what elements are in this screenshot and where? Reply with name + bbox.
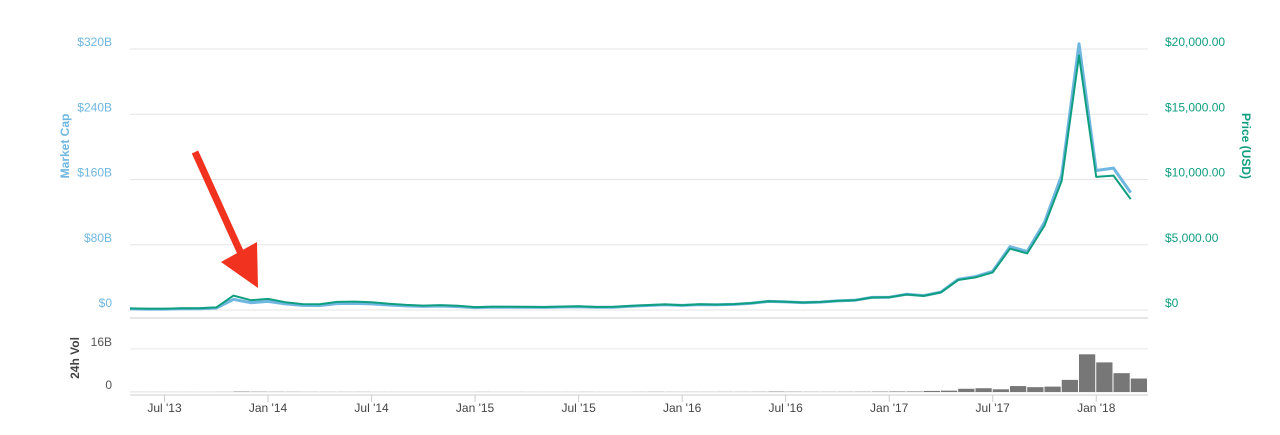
volume-bar xyxy=(940,390,958,392)
y2-tick-label: $15,000.00 xyxy=(1165,100,1225,114)
y-tick-label: $80B xyxy=(84,231,112,245)
y2-tick-label: $5,000.00 xyxy=(1165,231,1219,245)
volume-bar xyxy=(1009,386,1027,392)
arrow-shaft xyxy=(191,150,247,260)
x-tick-label: Jan '15 xyxy=(456,401,495,415)
x-tick-label: Jul '13 xyxy=(147,401,182,415)
y2-axis-title: Price (USD) xyxy=(1239,113,1253,179)
volume-bar xyxy=(906,391,923,392)
series-line xyxy=(129,54,1132,310)
panel-background xyxy=(130,322,1148,392)
y-axis-title: 24h Vol xyxy=(68,337,82,379)
volume-bar xyxy=(1130,378,1147,392)
volume-bar xyxy=(1096,362,1113,392)
volume-bar xyxy=(975,388,992,392)
y-tick-label: $320B xyxy=(77,35,112,49)
y2-tick-label: $10,000.00 xyxy=(1165,166,1225,180)
x-tick-label: Jan '18 xyxy=(1077,401,1116,415)
volume-bar xyxy=(1061,379,1078,392)
volume-bar xyxy=(1113,373,1130,392)
x-tick-label: Jul '14 xyxy=(354,401,389,415)
x-tick-label: Jul '16 xyxy=(769,401,804,415)
x-tick-label: Jul '17 xyxy=(976,401,1011,415)
x-tick-label: Jan '17 xyxy=(870,401,909,415)
y2-tick-label: $0 xyxy=(1165,296,1179,310)
volume-bar xyxy=(889,391,906,392)
y-tick-label: $160B xyxy=(77,166,112,180)
x-tick-label: Jul '15 xyxy=(561,401,596,415)
x-tick-label: Jan '14 xyxy=(249,401,288,415)
volume-bar xyxy=(923,390,940,392)
arrow-head xyxy=(221,242,258,288)
y2-tick-label: $20,000.00 xyxy=(1165,35,1225,49)
y-tick-label: $240B xyxy=(77,100,112,114)
volume-bar xyxy=(992,389,1009,392)
volume-bar xyxy=(1078,354,1096,392)
volume-bar xyxy=(1044,386,1061,392)
x-tick-label: Jan '16 xyxy=(663,401,702,415)
volume-bar xyxy=(1027,387,1044,392)
y-tick-label: 16B xyxy=(91,335,112,349)
y-tick-label: $0 xyxy=(99,296,113,310)
y-axis-title: Market Cap xyxy=(58,114,72,179)
y-tick-label: 0 xyxy=(105,378,112,392)
volume-bar xyxy=(958,388,975,392)
series-line xyxy=(129,42,1132,311)
